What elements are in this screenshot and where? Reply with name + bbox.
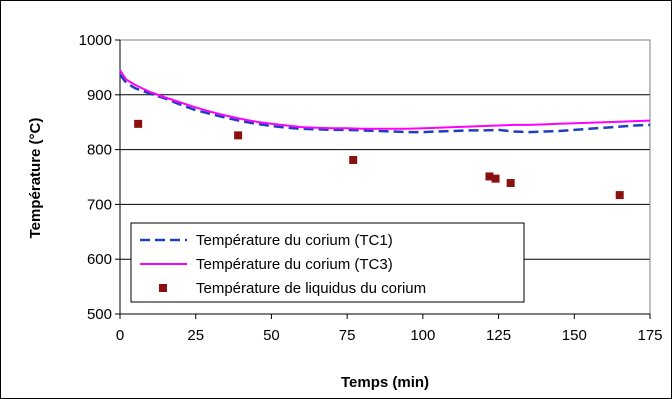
x-tick-label: 75	[339, 327, 356, 344]
x-tick-label: 0	[116, 327, 124, 344]
liquidus-point	[491, 174, 500, 183]
y-tick-label: 1000	[79, 32, 112, 49]
y-tick-label: 800	[87, 142, 112, 159]
legend: Température du corium (TC1) Température …	[130, 222, 525, 303]
y-axis-title: Température (°C)	[27, 118, 44, 239]
legend-swatch-liquidus	[159, 284, 167, 292]
legend-box	[130, 222, 525, 303]
liquidus-point	[234, 131, 243, 140]
legend-label-tc3: Température du corium (TC3)	[196, 256, 393, 273]
tick-labels: 500 600 700 800 900 1000 0 25 50 75 100 125 150 175	[79, 32, 663, 344]
liquidus-point	[134, 119, 143, 128]
series-layer	[118, 69, 651, 200]
x-tick-label: 150	[562, 327, 587, 344]
y-tick-label: 500	[87, 306, 112, 323]
x-tick-label: 25	[187, 327, 204, 344]
series-line-tc1	[118, 73, 651, 134]
x-tick-label: 50	[263, 327, 280, 344]
y-tick-label: 700	[87, 196, 112, 213]
x-tick-label: 125	[486, 327, 511, 344]
legend-label-liquidus: Température de liquidus du corium	[196, 280, 426, 297]
legend-label-tc1: Température du corium (TC1)	[196, 232, 393, 249]
liquidus-point	[349, 156, 358, 165]
liquidus-point	[615, 191, 624, 200]
liquidus-point	[506, 179, 515, 188]
y-tick-label: 600	[87, 251, 112, 268]
y-tick-label: 900	[87, 87, 112, 104]
liquidus-point	[485, 172, 494, 181]
series-line-tc3	[119, 69, 651, 130]
x-axis-title: Temps (min)	[341, 374, 429, 391]
axes	[115, 39, 651, 319]
x-tick-label: 100	[410, 327, 435, 344]
x-tick-label: 175	[637, 327, 662, 344]
